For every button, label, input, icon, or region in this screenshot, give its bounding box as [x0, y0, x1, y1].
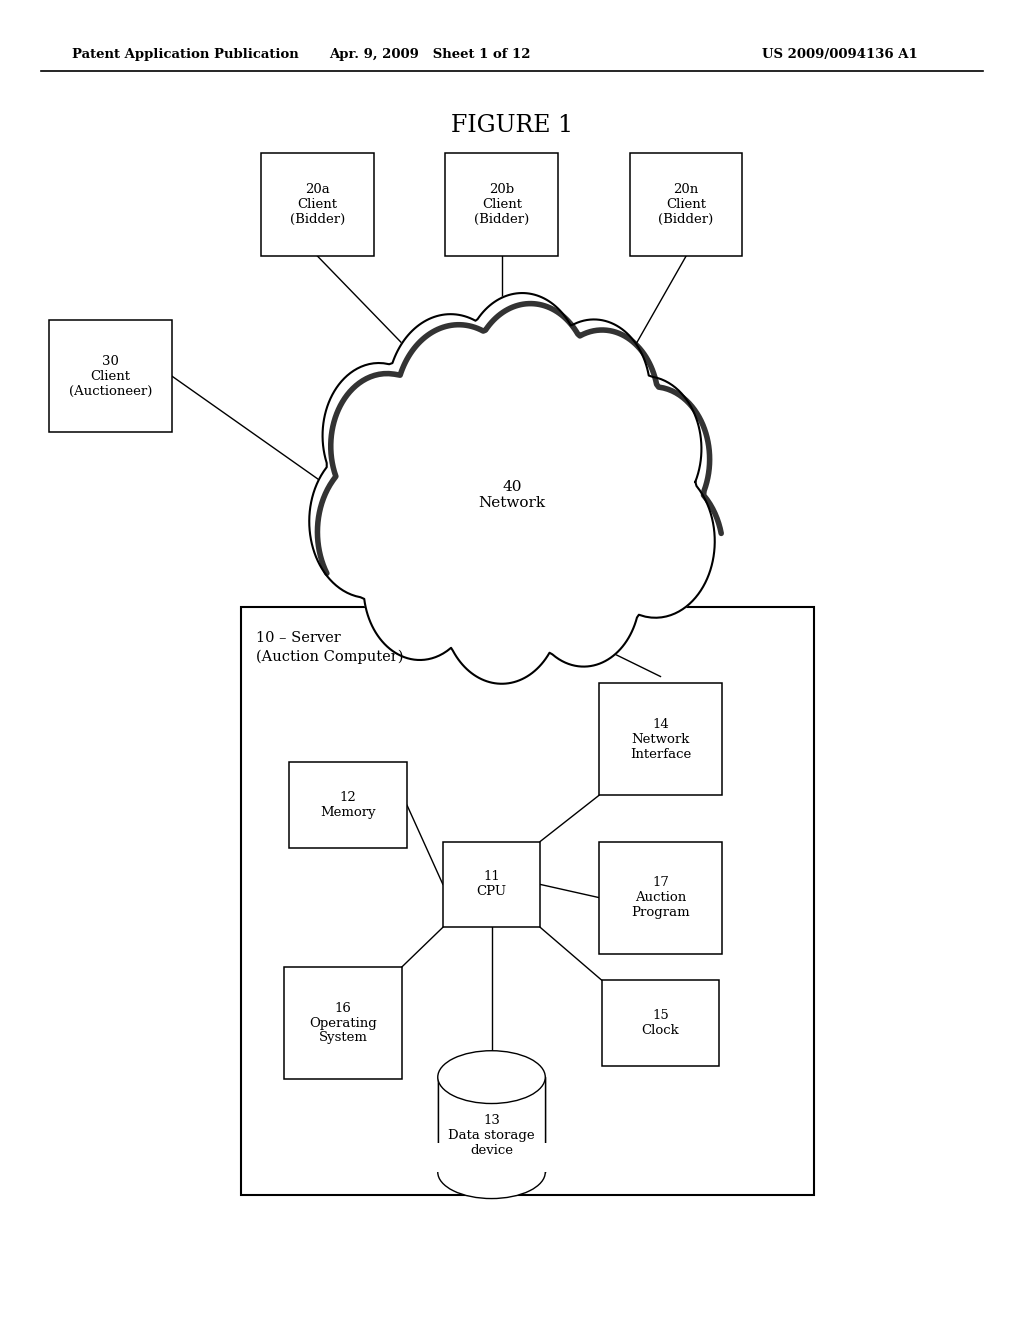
- Bar: [445, 153, 558, 256]
- Text: US 2009/0094136 A1: US 2009/0094136 A1: [762, 49, 918, 61]
- Bar: [599, 842, 722, 953]
- Text: 16
Operating
System: 16 Operating System: [309, 1002, 377, 1044]
- Ellipse shape: [438, 1146, 545, 1199]
- Circle shape: [415, 356, 609, 607]
- Circle shape: [538, 319, 650, 465]
- Ellipse shape: [438, 1051, 545, 1104]
- Circle shape: [481, 376, 645, 587]
- Circle shape: [596, 465, 715, 618]
- Text: 40
Network: 40 Network: [478, 480, 546, 510]
- Circle shape: [379, 376, 543, 587]
- Circle shape: [527, 521, 640, 667]
- Text: 20n
Client
(Bidder): 20n Client (Bidder): [658, 183, 714, 226]
- Bar: [241, 607, 814, 1195]
- Circle shape: [323, 363, 435, 508]
- Text: Apr. 9, 2009   Sheet 1 of 12: Apr. 9, 2009 Sheet 1 of 12: [330, 49, 530, 61]
- Text: 11
CPU: 11 CPU: [476, 870, 507, 899]
- Bar: [261, 153, 374, 256]
- Bar: [49, 321, 172, 433]
- Text: Patent Application Publication: Patent Application Publication: [72, 49, 298, 61]
- Bar: [285, 966, 401, 1080]
- Text: FIGURE 1: FIGURE 1: [451, 114, 573, 137]
- Text: 10 – Server
(Auction Computer): 10 – Server (Auction Computer): [256, 631, 403, 664]
- Text: 15
Clock: 15 Clock: [642, 1008, 679, 1038]
- Bar: [436, 1143, 547, 1172]
- Text: 20a
Client
(Bidder): 20a Client (Bidder): [290, 183, 345, 226]
- Text: 30
Client
(Auctioneer): 30 Client (Auctioneer): [69, 355, 153, 397]
- Bar: [602, 979, 719, 1067]
- Circle shape: [364, 515, 476, 660]
- Bar: [599, 682, 722, 795]
- Text: 20b
Client
(Bidder): 20b Client (Bidder): [474, 183, 529, 226]
- Circle shape: [463, 293, 582, 446]
- Bar: [438, 1077, 545, 1172]
- Text: 14
Network
Interface: 14 Network Interface: [630, 718, 691, 760]
- Circle shape: [589, 376, 701, 521]
- Circle shape: [309, 445, 428, 598]
- Bar: [290, 762, 408, 847]
- Polygon shape: [309, 293, 715, 684]
- Circle shape: [387, 314, 514, 478]
- Text: 12
Memory: 12 Memory: [321, 791, 376, 820]
- Bar: [630, 153, 742, 256]
- Circle shape: [442, 531, 561, 684]
- Text: 13
Data storage
device: 13 Data storage device: [449, 1114, 535, 1156]
- Text: 17
Auction
Program: 17 Auction Program: [631, 876, 690, 919]
- Bar: [442, 842, 541, 927]
